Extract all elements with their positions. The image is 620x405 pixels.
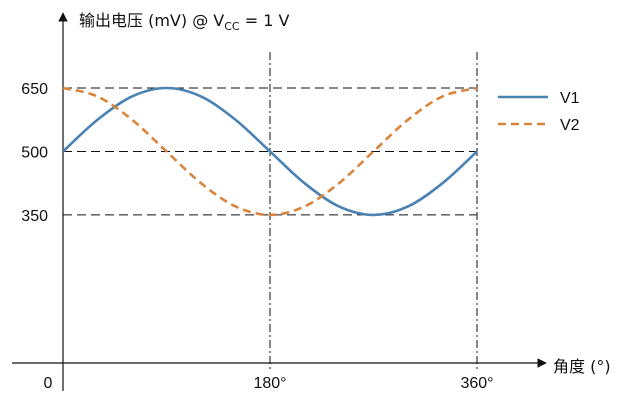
legend: V1 V2: [498, 90, 580, 134]
y-axis-title: 输出电压 (mV) @ VCC = 1 V: [79, 11, 289, 33]
legend-label-v2: V2: [560, 117, 580, 134]
legend-label-v1: V1: [560, 90, 580, 107]
y-tick-label-500: 500: [21, 144, 48, 161]
y-tick-label-650: 650: [21, 81, 48, 98]
series-line-v2: [62, 86, 478, 217]
y-axis-title-subscript: CC: [224, 20, 240, 33]
x-tick-label-360: 360°: [460, 375, 493, 392]
series-lines: [62, 86, 478, 217]
grid-lines: [63, 52, 478, 371]
axes: [12, 12, 547, 391]
axis-labels: 350 500 650 180° 360° 0 输出电压 (mV) @ VCC = 1 V 角…: [21, 11, 610, 392]
x-tick-label-180: 180°: [253, 375, 286, 392]
series-line-v1: [62, 86, 478, 217]
y-tick-label-350: 350: [21, 208, 48, 225]
origin-label: 0: [44, 375, 53, 392]
y-axis-title-tail: = 1 V: [240, 11, 290, 30]
x-axis-title: 角度 (°): [553, 357, 611, 376]
y-axis-title-main: 输出电压 (mV) @ V: [79, 11, 224, 30]
